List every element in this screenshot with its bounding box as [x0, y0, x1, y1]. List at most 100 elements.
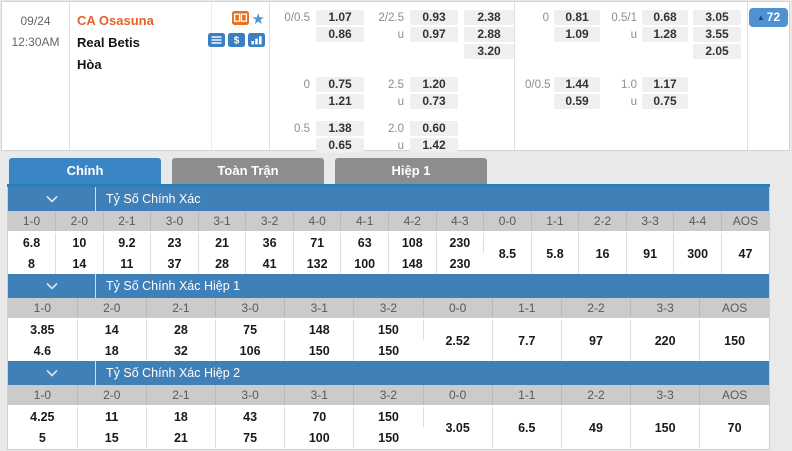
odds-value[interactable]: 2.88 — [464, 27, 514, 42]
odds-value[interactable]: 0.59 — [554, 94, 600, 109]
odds-value[interactable]: 0.73 — [410, 94, 458, 109]
score-odds-cell[interactable]: 148 — [388, 253, 437, 274]
score-odds-cell[interactable]: 43 — [215, 406, 286, 427]
score-odds-cell[interactable]: 36 — [245, 232, 294, 253]
score-odds-cell[interactable]: 3.85 — [8, 319, 78, 340]
score-odds-cell[interactable]: 18 — [146, 406, 217, 427]
section-collapse-toggle[interactable] — [8, 187, 96, 211]
score-odds-cell[interactable]: 63 — [340, 232, 389, 253]
score-odds-cell[interactable]: 75 — [215, 427, 286, 448]
score-odds-cell[interactable]: 70 — [727, 420, 742, 435]
section-header[interactable]: Tỷ Số Chính Xác Hiệp 1 — [8, 274, 769, 298]
odds-value[interactable]: 0.68 — [642, 10, 688, 25]
score-odds-cell[interactable]: 150 — [378, 430, 400, 445]
odds-value[interactable]: 0.81 — [554, 10, 600, 25]
score-odds-cell[interactable]: 148 — [284, 319, 355, 340]
odds-value[interactable]: 0.65 — [316, 138, 364, 153]
odds-value[interactable]: 1.38 — [316, 121, 364, 136]
score-odds-cell[interactable]: 18 — [77, 340, 147, 361]
odds-value[interactable]: 3.05 — [693, 10, 741, 25]
score-odds-cell[interactable]: 2.52 — [423, 319, 493, 361]
score-odds-cell[interactable]: 47 — [738, 246, 753, 261]
tab-chinh[interactable]: Chính — [9, 158, 161, 184]
score-odds-cell[interactable]: 230 — [449, 256, 471, 271]
score-odds-cell[interactable]: 108 — [388, 232, 437, 253]
odds-value[interactable]: 0.75 — [316, 77, 364, 92]
score-odds-cell[interactable]: 5 — [8, 427, 78, 448]
score-odds-cell[interactable]: 150 — [724, 333, 746, 348]
score-odds-cell[interactable]: 8 — [8, 253, 57, 274]
score-odds-cell[interactable]: 100 — [284, 427, 355, 448]
score-odds-cell[interactable]: 37 — [150, 253, 199, 274]
score-odds-cell[interactable]: 70 — [284, 406, 355, 427]
odds-value[interactable]: 0.75 — [642, 94, 688, 109]
market-count-badge[interactable]: ▲ 72 — [748, 8, 789, 27]
score-odds-cell[interactable]: 75 — [215, 319, 286, 340]
odds-value[interactable]: 3.20 — [464, 44, 514, 59]
score-odds-cell[interactable]: 11 — [77, 406, 147, 427]
score-odds-cell[interactable]: 21 — [146, 427, 217, 448]
odds-value[interactable]: 0.97 — [410, 27, 458, 42]
score-odds-cell[interactable]: 106 — [215, 340, 286, 361]
score-odds-cell[interactable]: 150 — [353, 319, 424, 340]
score-odds-cell[interactable]: 71 — [293, 232, 342, 253]
odds-value[interactable]: 2.05 — [693, 44, 741, 59]
score-odds-cell[interactable]: 150 — [353, 406, 424, 427]
scoreboard-icon[interactable] — [231, 10, 249, 30]
score-odds-cell[interactable]: 6.5 — [492, 406, 562, 448]
section-header[interactable]: Tỷ Số Chính Xác Hiệp 2 — [8, 361, 769, 385]
score-odds-cell[interactable]: 23 — [150, 232, 199, 253]
stats-icon[interactable] — [248, 32, 265, 52]
favorite-star-icon[interactable]: ★ — [251, 11, 265, 28]
score-odds-cell[interactable]: 7.7 — [492, 319, 562, 361]
score-odds-cell[interactable]: 28 — [198, 253, 247, 274]
odds-value[interactable]: 0.93 — [410, 10, 458, 25]
odds-value[interactable]: 1.44 — [554, 77, 600, 92]
score-odds-cell[interactable]: 15 — [77, 427, 147, 448]
score-odds-cell[interactable]: 6.8 — [8, 232, 57, 253]
score-odds-cell[interactable]: 49 — [561, 406, 632, 448]
odds-value[interactable]: 3.55 — [693, 27, 741, 42]
section-collapse-toggle[interactable] — [8, 361, 96, 385]
score-odds-cell[interactable]: 21 — [198, 232, 247, 253]
odds-value[interactable]: 2.38 — [464, 10, 514, 25]
score-odds-cell[interactable]: 150 — [630, 406, 701, 448]
odds-value[interactable]: 1.28 — [642, 27, 688, 42]
odds-value[interactable]: 1.42 — [410, 138, 458, 153]
score-odds-cell[interactable]: 150 — [378, 343, 400, 358]
bet-slip-icon[interactable] — [208, 32, 225, 52]
odds-value[interactable]: 1.09 — [554, 27, 600, 42]
tab-hiep-1[interactable]: Hiệp 1 — [335, 158, 487, 184]
score-odds-cell[interactable]: 32 — [146, 340, 217, 361]
score-odds-cell[interactable]: 11 — [103, 253, 152, 274]
score-odds-cell[interactable]: 4.25 — [8, 406, 78, 427]
score-odds-cell[interactable]: 132 — [293, 253, 342, 274]
score-odds-cell[interactable]: 28 — [146, 319, 217, 340]
section-header[interactable]: Tỷ Số Chính Xác — [8, 187, 769, 211]
score-odds-cell[interactable]: 16 — [578, 232, 627, 274]
score-odds-cell[interactable]: 4.6 — [8, 340, 78, 361]
score-odds-cell[interactable]: 8.5 — [483, 232, 532, 274]
score-odds-cell[interactable]: 9.2 — [103, 232, 152, 253]
score-odds-cell[interactable]: 150 — [284, 340, 355, 361]
score-odds-cell[interactable]: 230 — [436, 232, 485, 253]
section-collapse-toggle[interactable] — [8, 274, 96, 298]
odds-value[interactable]: 1.17 — [642, 77, 688, 92]
score-odds-cell[interactable]: 41 — [245, 253, 294, 274]
score-odds-cell[interactable]: 3.05 — [423, 406, 493, 448]
odds-value[interactable]: 1.20 — [410, 77, 458, 92]
odds-value[interactable]: 0.60 — [410, 121, 458, 136]
score-odds-cell[interactable]: 97 — [561, 319, 632, 361]
score-odds-cell[interactable]: 91 — [626, 232, 675, 274]
odds-value[interactable]: 1.21 — [316, 94, 364, 109]
score-odds-cell[interactable]: 14 — [55, 253, 104, 274]
tab-toan-tran[interactable]: Toàn Trận — [172, 158, 324, 184]
score-odds-cell[interactable]: 5.8 — [531, 232, 580, 274]
score-odds-cell[interactable]: 300 — [673, 232, 722, 274]
score-odds-cell[interactable]: 220 — [630, 319, 701, 361]
score-odds-cell[interactable]: 14 — [77, 319, 147, 340]
score-odds-cell[interactable]: 10 — [55, 232, 104, 253]
score-odds-cell[interactable]: 100 — [340, 253, 389, 274]
dollar-icon[interactable]: $ — [228, 32, 245, 52]
odds-value[interactable]: 1.07 — [316, 10, 364, 25]
